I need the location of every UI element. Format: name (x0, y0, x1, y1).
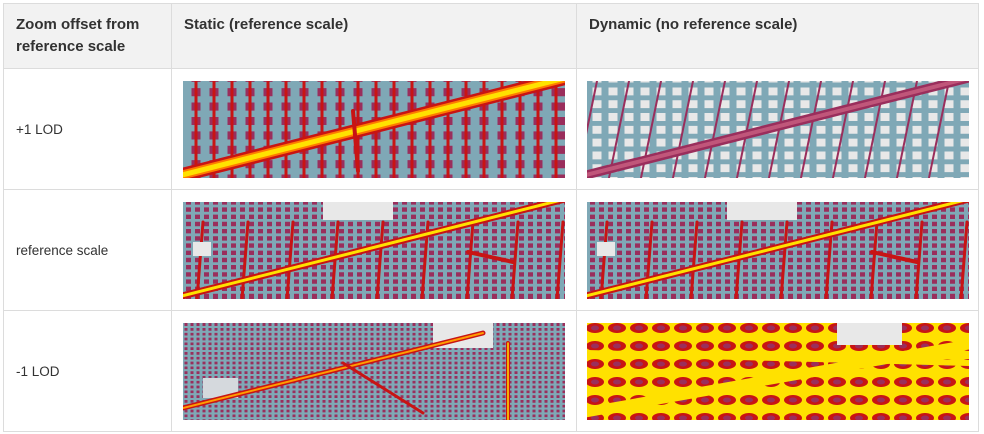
table-row: -1 LOD (3, 310, 979, 432)
table-header-row: Zoom offset from reference scale Static … (3, 3, 979, 69)
table-row: +1 LOD (3, 68, 979, 190)
heatmap-image-static-minus1 (183, 322, 565, 420)
comparison-table: Zoom offset from reference scale Static … (3, 3, 979, 432)
header-dynamic: Dynamic (no reference scale) (576, 3, 979, 69)
header-zoom-offset: Zoom offset from reference scale (3, 3, 172, 69)
table-row: reference scale (3, 189, 979, 311)
row-label: reference scale (3, 189, 172, 311)
heatmap-image-dynamic-plus1 (586, 80, 969, 178)
header-static: Static (reference scale) (171, 3, 577, 69)
heatmap-image-static-plus1 (183, 80, 565, 178)
heatmap-image-dynamic-minus1 (586, 322, 969, 420)
heatmap-image-dynamic-reference (586, 201, 969, 299)
heatmap-image-static-reference (183, 201, 565, 299)
row-label: -1 LOD (3, 310, 172, 432)
row-label: +1 LOD (3, 68, 172, 190)
